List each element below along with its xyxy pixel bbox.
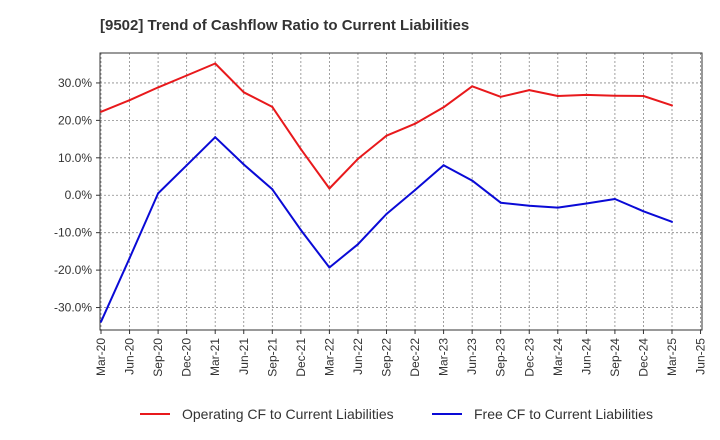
series-1-point-6 xyxy=(271,188,274,191)
x-tick-label-5: Jun-21 xyxy=(237,338,251,375)
series-0-point-8 xyxy=(328,187,331,190)
x-tick-label-8: Mar-22 xyxy=(322,338,336,376)
x-tick-label-12: Mar-23 xyxy=(437,338,451,376)
y-tick-label-6: 30.0% xyxy=(58,76,92,90)
series-1-point-2 xyxy=(157,192,160,195)
series-0-point-16 xyxy=(556,95,559,98)
series-0-point-14 xyxy=(499,95,502,98)
series-0-point-9 xyxy=(356,157,359,160)
x-tick-label-16: Mar-24 xyxy=(551,338,565,376)
legend: Operating CF to Current Liabilities Free … xyxy=(140,406,653,422)
legend-label-0: Operating CF to Current Liabilities xyxy=(182,406,394,422)
series-0-point-7 xyxy=(299,148,302,151)
series-1-point-13 xyxy=(471,179,474,182)
x-tick-label-10: Sep-22 xyxy=(380,338,394,377)
x-tick-label-11: Dec-22 xyxy=(408,338,422,377)
series-0-point-4 xyxy=(214,62,217,65)
x-tick-label-2: Sep-20 xyxy=(151,338,165,377)
series-0-point-17 xyxy=(585,93,588,96)
series-1-point-14 xyxy=(499,201,502,204)
x-tick-label-20: Mar-25 xyxy=(665,338,679,376)
series-0-point-2 xyxy=(157,86,160,89)
series-1-point-20 xyxy=(671,220,673,223)
y-tick-label-5: 20.0% xyxy=(58,113,92,127)
series-0-point-1 xyxy=(128,99,131,102)
y-tick-label-1: -20.0% xyxy=(54,263,92,277)
series-0-point-10 xyxy=(385,134,388,137)
series-1-point-16 xyxy=(556,206,559,209)
series-0-point-5 xyxy=(242,91,245,94)
x-tick-label-0: Mar-20 xyxy=(94,338,108,376)
series-1-point-1 xyxy=(128,257,131,260)
y-axis: -30.0% -20.0% -10.0% 0.0% 10.0% 20.0% 30.0% xyxy=(54,76,100,315)
series-1-point-4 xyxy=(214,136,217,139)
series-0-point-18 xyxy=(613,94,616,97)
x-tick-label-6: Sep-21 xyxy=(265,338,279,377)
x-tick-label-1: Jun-20 xyxy=(123,338,137,375)
series-0-point-3 xyxy=(185,74,188,77)
y-tick-label-2: -10.0% xyxy=(54,226,92,240)
x-tick-label-4: Mar-21 xyxy=(208,338,222,376)
plot-frame xyxy=(99,52,703,331)
x-tick-label-14: Sep-23 xyxy=(494,338,508,377)
series-1-point-17 xyxy=(585,202,588,205)
series-1-point-15 xyxy=(528,204,531,207)
series-1-point-12 xyxy=(442,164,445,167)
series-0-point-11 xyxy=(414,122,417,125)
series-1-point-19 xyxy=(642,210,645,213)
series-1-point-11 xyxy=(414,189,417,192)
y-tick-label-0: -30.0% xyxy=(54,301,92,315)
series-1-point-8 xyxy=(328,266,331,269)
chart-title: [9502] Trend of Cashflow Ratio to Curren… xyxy=(100,17,469,34)
legend-label-1: Free CF to Current Liabilities xyxy=(474,406,653,422)
plot-area xyxy=(100,53,702,330)
x-tick-label-13: Jun-23 xyxy=(465,338,479,375)
series-0-point-19 xyxy=(642,95,645,98)
x-tick-label-19: Dec-24 xyxy=(636,338,650,377)
series-lines xyxy=(100,62,673,323)
series-0-point-20 xyxy=(671,104,673,107)
x-tick-label-3: Dec-20 xyxy=(180,338,194,377)
x-tick-label-17: Jun-24 xyxy=(579,338,593,375)
series-1-point-9 xyxy=(356,243,359,246)
series-0-point-15 xyxy=(528,89,531,92)
x-tick-label-21: Jun-25 xyxy=(694,338,708,375)
series-0-point-0 xyxy=(100,110,102,113)
y-tick-label-4: 10.0% xyxy=(58,151,92,165)
series-1-point-3 xyxy=(185,164,188,167)
series-1-point-7 xyxy=(299,229,302,232)
grid-lines xyxy=(100,53,702,330)
series-1-point-0 xyxy=(100,320,102,323)
y-tick-label-3: 0.0% xyxy=(65,188,93,202)
series-1-point-5 xyxy=(242,163,245,166)
x-tick-label-7: Dec-21 xyxy=(294,338,308,377)
series-1-point-18 xyxy=(613,197,616,200)
x-tick-label-18: Sep-24 xyxy=(608,338,622,377)
x-tick-label-9: Jun-22 xyxy=(351,338,365,375)
series-0-point-13 xyxy=(471,85,474,88)
series-1-point-10 xyxy=(385,212,388,215)
x-tick-label-15: Dec-23 xyxy=(522,338,536,377)
x-axis: Mar-20 Jun-20 Sep-20 Dec-20 Mar-21 Jun-21 Sep-… xyxy=(94,330,708,377)
series-0-point-12 xyxy=(442,106,445,109)
series-0-point-6 xyxy=(271,105,274,108)
